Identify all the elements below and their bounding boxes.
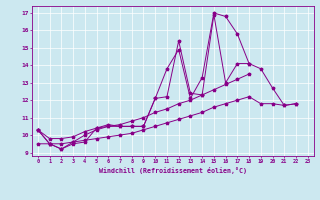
X-axis label: Windchill (Refroidissement éolien,°C): Windchill (Refroidissement éolien,°C) (99, 167, 247, 174)
